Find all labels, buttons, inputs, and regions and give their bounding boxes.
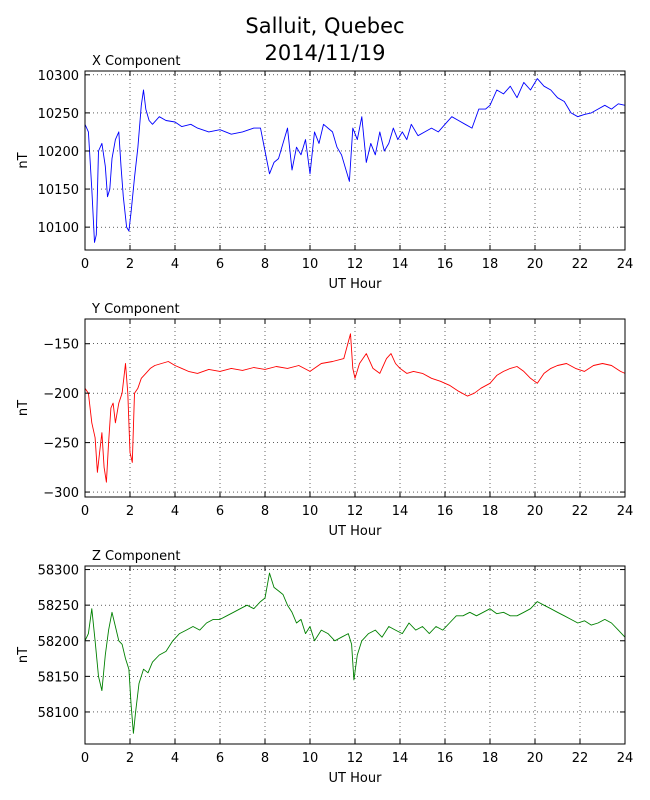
z-component-series-line <box>84 572 626 734</box>
y-component-ylabel: nT <box>16 400 31 416</box>
x-component-y-tick-label: 10200 <box>38 145 79 160</box>
z-component-x-tick-label: 24 <box>617 751 634 766</box>
y-component-x-tick-label: 14 <box>392 504 409 519</box>
z-component-y-tick-label: 58150 <box>38 670 79 685</box>
x-component-y-tick-label: 10300 <box>38 69 79 84</box>
y-component-title: Y Component <box>91 302 180 317</box>
z-component-panel: 0 2 4 6 8 10 12 14 16 18 20 22 245810058150582005825… <box>16 549 633 786</box>
x-component-x-tick-label: 8 <box>261 257 269 272</box>
z-component-y-tick-label: 58300 <box>38 564 79 579</box>
y-component-x-tick-label: 0 <box>81 504 89 519</box>
z-component-y-tick-label: 58250 <box>38 599 79 614</box>
z-component-title: Z Component <box>92 549 181 564</box>
y-component-x-tick-label: 12 <box>347 504 364 519</box>
y-component-y-tick-label: −300 <box>43 486 79 501</box>
x-component-x-tick-label: 4 <box>171 257 179 272</box>
z-component-y-tick-label: 58100 <box>38 706 79 721</box>
y-component-y-tick-label: −250 <box>43 437 79 452</box>
z-component-x-tick-label: 2 <box>126 751 134 766</box>
x-component-panel: 0 2 4 6 8 10 12 14 16 18 20 22 241010010150102001025… <box>16 54 633 292</box>
y-component-xlabel: UT Hour <box>329 524 383 539</box>
y-component-x-tick-label: 22 <box>572 504 589 519</box>
y-component-x-tick-label: 18 <box>482 504 499 519</box>
z-component-y-tick-label: 58200 <box>38 635 79 650</box>
z-component-x-tick-label: 14 <box>392 751 409 766</box>
x-component-x-tick-label: 14 <box>392 257 409 272</box>
z-component-x-tick-label: 12 <box>347 751 364 766</box>
x-component-y-tick-label: 10150 <box>38 183 79 198</box>
x-component-y-tick-label: 10250 <box>38 107 79 122</box>
x-component-x-tick-label: 20 <box>527 257 544 272</box>
y-component-x-tick-label: 2 <box>126 504 134 519</box>
x-component-y-tick-label: 10100 <box>38 221 79 236</box>
y-component-x-tick-label: 24 <box>617 504 634 519</box>
x-component-x-tick-label: 10 <box>302 257 319 272</box>
x-component-title: X Component <box>92 54 181 69</box>
x-component-x-tick-label: 6 <box>216 257 224 272</box>
y-component-x-tick-label: 16 <box>437 504 454 519</box>
z-component-x-tick-label: 4 <box>171 751 179 766</box>
x-component-x-tick-label: 18 <box>482 257 499 272</box>
y-component-x-tick-label: 10 <box>302 504 319 519</box>
z-component-x-tick-label: 16 <box>437 751 454 766</box>
x-component-x-tick-label: 22 <box>572 257 589 272</box>
z-component-x-tick-label: 22 <box>572 751 589 766</box>
y-component-series-line <box>84 333 626 483</box>
y-component-x-tick-label: 8 <box>261 504 269 519</box>
x-component-x-tick-label: 0 <box>81 257 89 272</box>
z-component-xlabel: UT Hour <box>329 771 383 786</box>
y-component-x-tick-label: 20 <box>527 504 544 519</box>
z-component-x-tick-label: 0 <box>81 751 89 766</box>
z-component-ylabel: nT <box>16 647 31 663</box>
z-component-x-tick-label: 6 <box>216 751 224 766</box>
y-component-y-tick-label: −200 <box>43 387 79 402</box>
x-component-ylabel: nT <box>16 152 31 168</box>
x-component-series-line <box>84 78 626 243</box>
z-component-x-tick-label: 8 <box>261 751 269 766</box>
z-component-x-tick-label: 18 <box>482 751 499 766</box>
y-component-x-tick-label: 4 <box>171 504 179 519</box>
z-component-x-tick-label: 20 <box>527 751 544 766</box>
y-component-x-tick-label: 6 <box>216 504 224 519</box>
figure-title-line1: Salluit, Quebec <box>245 14 404 38</box>
y-component-y-tick-label: −150 <box>43 338 79 353</box>
x-component-x-tick-label: 2 <box>126 257 134 272</box>
x-component-x-tick-label: 12 <box>347 257 364 272</box>
x-component-xlabel: UT Hour <box>329 277 383 292</box>
figure-title-line2: 2014/11/19 <box>264 41 385 65</box>
x-component-x-tick-label: 16 <box>437 257 454 272</box>
z-component-x-tick-label: 10 <box>302 751 319 766</box>
x-component-x-tick-label: 24 <box>617 257 634 272</box>
